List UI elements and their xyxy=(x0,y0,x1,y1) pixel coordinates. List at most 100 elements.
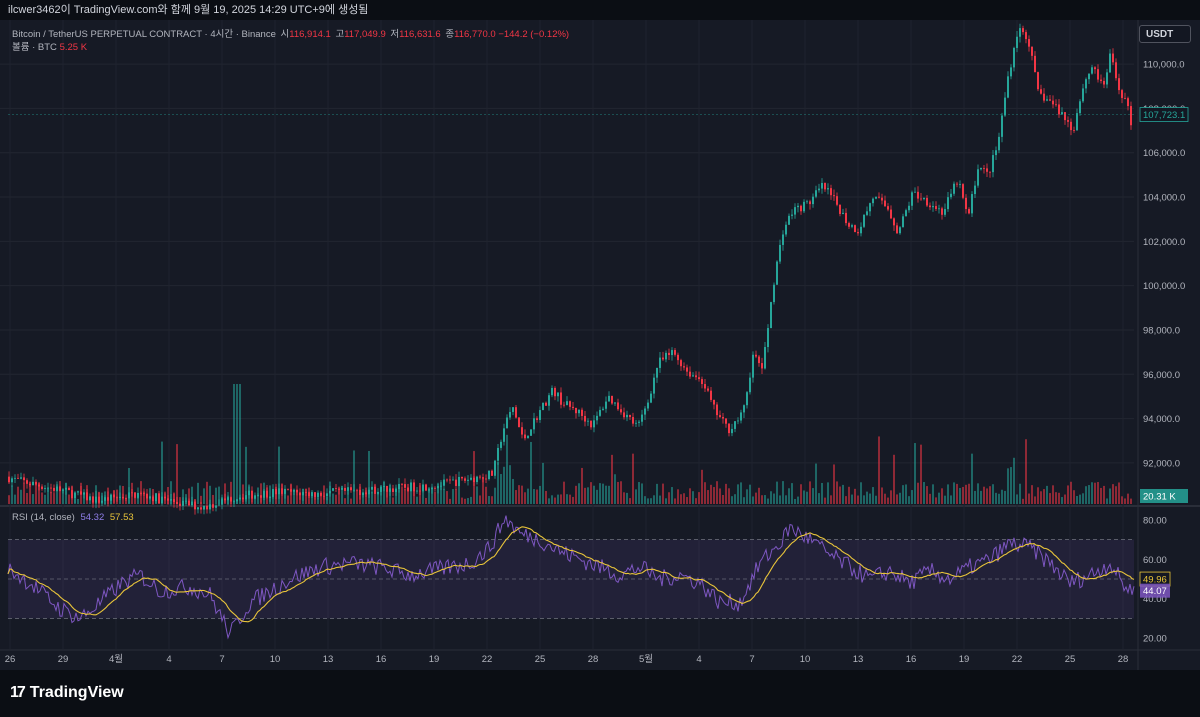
volume-bar xyxy=(884,493,886,504)
candle-down xyxy=(200,507,202,510)
volume-bar xyxy=(1085,486,1087,504)
volume-bar xyxy=(782,481,784,504)
candle-down xyxy=(290,489,292,492)
volume-bar xyxy=(437,483,439,504)
candle-down xyxy=(713,399,715,405)
volume-bar xyxy=(788,488,790,504)
candle-up xyxy=(767,328,769,348)
volume-bar xyxy=(704,482,706,504)
candle-down xyxy=(473,477,475,483)
time-tick-label: 22 xyxy=(482,654,493,665)
volume-bar xyxy=(887,497,889,504)
candle-down xyxy=(1121,90,1123,98)
candle-up xyxy=(470,477,472,480)
candle-down xyxy=(68,487,70,491)
volume-bar xyxy=(17,486,19,504)
candle-down xyxy=(755,354,757,357)
candle-up xyxy=(542,402,544,411)
candle-up xyxy=(476,476,478,483)
candle-up xyxy=(503,428,505,442)
candle-down xyxy=(710,390,712,400)
volume-bar xyxy=(377,494,379,504)
candle-down xyxy=(1025,32,1027,40)
candle-up xyxy=(221,498,223,505)
candle-down xyxy=(479,476,481,478)
volume-bar xyxy=(842,484,844,504)
volume-bar xyxy=(191,486,193,504)
candle-up xyxy=(236,499,238,502)
volume-bar xyxy=(716,481,718,504)
volume-tag-label: 20.31 K xyxy=(1143,492,1176,503)
tradingview-brand[interactable]: 17 TradingView xyxy=(10,684,124,702)
candle-down xyxy=(833,195,835,197)
candle-up xyxy=(608,395,610,402)
volume-bar xyxy=(653,495,655,504)
candle-down xyxy=(125,498,127,500)
price-tick-label: 104,000.0 xyxy=(1143,193,1185,204)
candle-down xyxy=(698,377,700,380)
candle-down xyxy=(230,497,232,502)
volume-bar xyxy=(143,491,145,504)
volume-bar xyxy=(1001,489,1003,504)
volume-bar xyxy=(581,467,583,504)
candle-down xyxy=(296,489,298,493)
volume-bar xyxy=(944,495,946,504)
candle-up xyxy=(971,194,973,214)
candle-down xyxy=(920,198,922,200)
currency-button[interactable]: USDT xyxy=(1139,25,1191,43)
volume-bar xyxy=(713,487,715,504)
volume-bar xyxy=(320,495,322,504)
volume-bar xyxy=(962,486,964,504)
volume-bar xyxy=(728,488,730,504)
candle-up xyxy=(665,352,667,360)
volume-bar xyxy=(917,482,919,504)
candle-down xyxy=(683,366,685,368)
volume-bar xyxy=(1043,489,1045,504)
volume-bar xyxy=(623,492,625,504)
volume-bar xyxy=(968,483,970,504)
volume-bar xyxy=(542,462,544,504)
volume-bar xyxy=(569,494,571,504)
volume-bar xyxy=(638,482,640,504)
candle-down xyxy=(38,484,40,487)
candle-down xyxy=(116,497,118,499)
volume-bar xyxy=(20,489,22,504)
candle-up xyxy=(269,496,271,498)
candle-down xyxy=(134,492,136,498)
candle-up xyxy=(104,497,106,501)
candle-up xyxy=(272,488,274,497)
candle-down xyxy=(935,206,937,209)
candle-down xyxy=(335,488,337,490)
volume-bar xyxy=(695,498,697,504)
volume-bar xyxy=(746,489,748,504)
volume-bar xyxy=(800,484,802,504)
candle-up xyxy=(653,377,655,394)
volume-bar xyxy=(1019,483,1021,504)
volume-bar xyxy=(1082,493,1084,504)
volume-bar xyxy=(1022,498,1024,504)
volume-bar xyxy=(893,454,895,504)
candle-up xyxy=(692,375,694,377)
volume-bar xyxy=(344,498,346,504)
candle-down xyxy=(143,492,145,494)
candle-up xyxy=(170,499,172,501)
candle-down xyxy=(1130,106,1132,126)
volume-bar xyxy=(398,486,400,504)
candle-down xyxy=(611,395,613,404)
volume-bar xyxy=(743,497,745,504)
candle-down xyxy=(167,498,169,501)
volume-bar xyxy=(767,498,769,504)
volume-bar xyxy=(551,495,553,504)
price-tick-label: 110,000.0 xyxy=(1143,60,1185,71)
candle-up xyxy=(11,478,13,483)
candle-down xyxy=(146,493,148,499)
volume-bar xyxy=(1040,491,1042,504)
candle-up xyxy=(422,484,424,491)
volume-bar xyxy=(518,485,520,504)
candle-up xyxy=(902,216,904,228)
candle-up xyxy=(866,211,868,215)
candle-down xyxy=(881,197,883,201)
volume-bar xyxy=(218,486,220,504)
volume-bar xyxy=(956,483,958,504)
